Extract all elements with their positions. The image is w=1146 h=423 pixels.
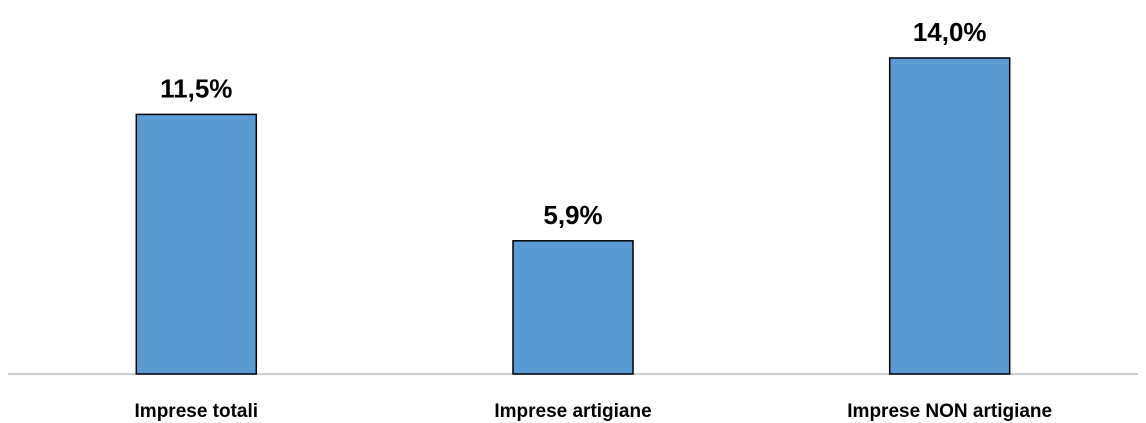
data-label-2: 14,0% [913, 17, 987, 47]
bar-1 [512, 240, 634, 375]
category-labels-group: Imprese totali Imprese artigiane Imprese N… [135, 401, 1053, 422]
data-label-1: 5,9% [543, 200, 602, 230]
category-label-0: Imprese totali [135, 401, 259, 422]
bar-0 [135, 113, 258, 375]
bars-group [135, 57, 1011, 375]
category-label-2: Imprese NON artigiane [847, 401, 1052, 422]
bar-2 [888, 57, 1011, 375]
data-label-0: 11,5% [160, 73, 232, 103]
data-labels-group: 11,5% 5,9% 14,0% [160, 17, 986, 230]
category-label-1: Imprese artigiane [494, 401, 651, 422]
